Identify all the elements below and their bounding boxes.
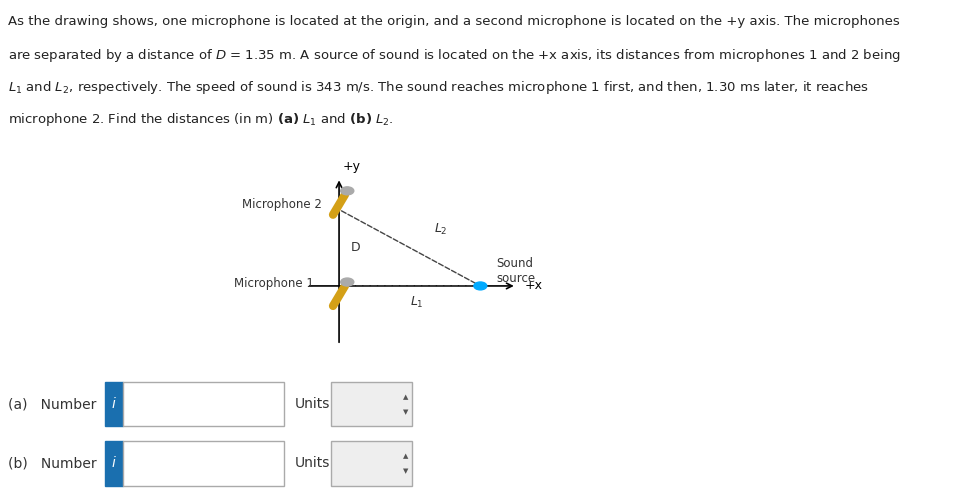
- Text: microphone 2. Find the distances (in m) $\bf{(a)}$ $L_1$ and $\bf{(b)}$ $L_2$.: microphone 2. Find the distances (in m) …: [8, 111, 393, 128]
- Text: i: i: [111, 397, 115, 411]
- Bar: [123, 382, 283, 426]
- Bar: [105, 382, 123, 426]
- Text: D: D: [351, 241, 360, 254]
- Text: ▼: ▼: [403, 468, 408, 474]
- Text: As the drawing shows, one microphone is located at the origin, and a second micr: As the drawing shows, one microphone is …: [8, 15, 899, 28]
- Text: i: i: [111, 457, 115, 470]
- Bar: [331, 441, 411, 486]
- Circle shape: [340, 278, 354, 286]
- Text: ▼: ▼: [403, 409, 408, 415]
- Text: (b)   Number: (b) Number: [8, 457, 97, 470]
- Text: Microphone 1: Microphone 1: [234, 277, 313, 290]
- Text: $L_1$ and $L_2$, respectively. The speed of sound is 343 m/s. The sound reaches : $L_1$ and $L_2$, respectively. The speed…: [8, 79, 868, 96]
- Circle shape: [340, 187, 354, 195]
- Text: +x: +x: [524, 280, 542, 292]
- Text: Sound
source: Sound source: [496, 257, 535, 285]
- Text: ▲: ▲: [403, 394, 408, 400]
- Text: Units: Units: [294, 397, 330, 411]
- Bar: [123, 441, 283, 486]
- Text: are separated by a distance of $D$ = 1.35 m. A source of sound is located on the: are separated by a distance of $D$ = 1.3…: [8, 47, 899, 64]
- Circle shape: [474, 282, 486, 290]
- Text: $L_2$: $L_2$: [433, 222, 447, 237]
- Text: Units: Units: [294, 457, 330, 470]
- Text: Microphone 2: Microphone 2: [242, 198, 322, 211]
- Bar: [331, 382, 411, 426]
- Text: (a)   Number: (a) Number: [8, 397, 96, 411]
- Text: +y: +y: [343, 160, 360, 173]
- Bar: [105, 441, 123, 486]
- Text: ▲: ▲: [403, 453, 408, 459]
- Text: $L_1$: $L_1$: [409, 295, 423, 310]
